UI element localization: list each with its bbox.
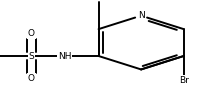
Text: S: S <box>28 52 34 60</box>
Text: O: O <box>28 29 35 38</box>
Text: Br: Br <box>179 76 189 85</box>
Text: N: N <box>138 11 144 20</box>
Text: O: O <box>28 74 35 83</box>
Text: NH: NH <box>58 52 72 60</box>
